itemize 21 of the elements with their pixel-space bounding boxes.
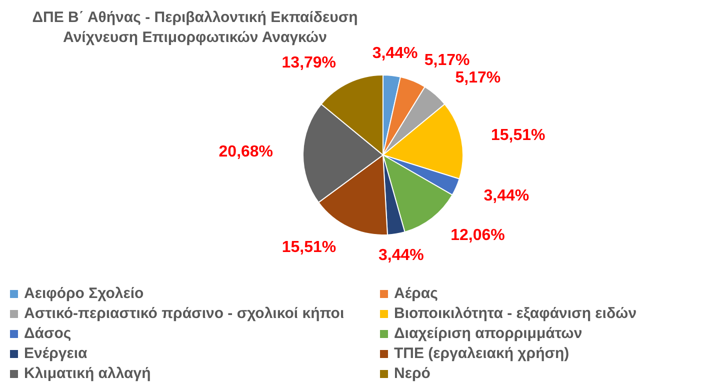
data-label: 12,06% bbox=[450, 226, 505, 244]
legend-label: Δάσος bbox=[24, 325, 72, 342]
legend-label: Αστικό-περιαστικό πράσινο - σχολικοί κήποι bbox=[24, 305, 344, 322]
data-label: 13,79% bbox=[282, 54, 336, 72]
legend-label: Βιοποικιλότητα - εξαφάνιση ειδών bbox=[394, 305, 637, 322]
legend-label: Ενέργεια bbox=[24, 345, 88, 362]
data-label: 3,44% bbox=[378, 247, 424, 264]
data-label: 5,17% bbox=[424, 52, 470, 69]
legend-label: Νερό bbox=[394, 365, 430, 382]
chart-title: ΔΠΕ Β΄ Αθήνας - Περιβαλλοντική Εκπαίδευση Ανίχνευση Επιμορφωτικών Αναγκών bbox=[31, 8, 359, 48]
data-label: 15,51% bbox=[282, 238, 336, 256]
legend-label: Αειφόρο Σχολείο bbox=[24, 285, 144, 302]
data-label: 3,44% bbox=[484, 187, 530, 204]
legend-label: ΤΠΕ (εργαλειακή χρήση) bbox=[394, 345, 570, 362]
legend-label: Κλιματική αλλαγή bbox=[24, 365, 151, 382]
data-label: 5,17% bbox=[455, 70, 501, 87]
legend-label: Αέρας bbox=[394, 285, 438, 302]
data-label: 20,68% bbox=[218, 144, 274, 161]
data-label: 15,51% bbox=[490, 126, 546, 144]
data-label: 3,44% bbox=[372, 45, 418, 62]
legend-label: Διαχείριση απορριμμάτων bbox=[394, 325, 582, 342]
